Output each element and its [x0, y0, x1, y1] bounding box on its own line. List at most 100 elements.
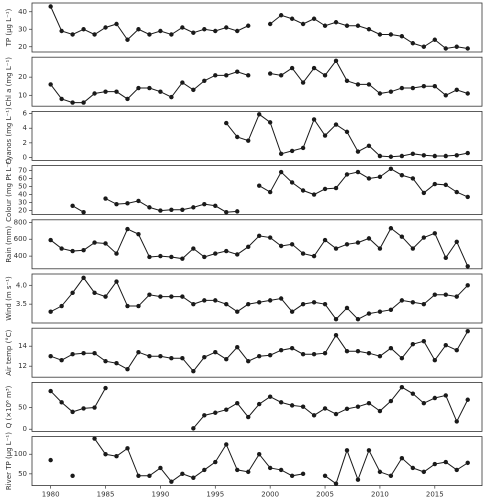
data-point: [125, 303, 130, 309]
y-tick-label: 30: [18, 25, 27, 33]
data-point: [399, 34, 405, 39]
y-axis-title: Q (×10⁶ m³): [5, 385, 13, 428]
data-point: [432, 461, 438, 467]
data-point: [70, 409, 75, 415]
data-point: [465, 150, 470, 156]
data-point: [191, 369, 196, 374]
data-point: [267, 71, 273, 76]
data-point: [377, 469, 383, 475]
data-point: [191, 475, 196, 480]
data-point: [103, 196, 108, 201]
data-point: [311, 253, 317, 259]
data-point: [421, 469, 427, 475]
data-point: [399, 298, 405, 303]
data-point: [333, 317, 339, 322]
data-point: [278, 13, 284, 18]
data-point: [191, 301, 196, 307]
data-point: [465, 194, 470, 200]
data-point: [235, 69, 240, 74]
data-point: [169, 356, 174, 361]
y-tick-label: 2: [23, 139, 27, 147]
data-point: [169, 479, 174, 484]
data-point: [454, 189, 459, 195]
series-line: [50, 276, 469, 321]
data-point: [443, 182, 448, 188]
data-point: [81, 248, 86, 253]
data-point: [289, 65, 295, 71]
data-point: [59, 358, 64, 363]
data-point: [136, 473, 141, 478]
data-point: [377, 153, 383, 159]
data-point: [158, 465, 163, 471]
data-point: [355, 477, 361, 482]
data-point: [454, 153, 459, 158]
data-point: [443, 292, 448, 297]
y-axis-title: River TP (µg L⁻¹): [5, 432, 13, 490]
y-tick-label: 20: [18, 43, 27, 51]
data-point: [114, 454, 119, 459]
data-point: [322, 473, 328, 478]
data-point: [421, 190, 427, 196]
data-point: [92, 436, 97, 441]
data-point: [136, 27, 141, 32]
data-point: [235, 467, 240, 473]
data-point: [59, 28, 64, 34]
data-point: [322, 406, 328, 411]
data-point: [191, 426, 196, 431]
data-point: [235, 252, 240, 257]
y-tick-label: 70: [18, 166, 27, 174]
data-point: [410, 300, 416, 305]
data-point: [355, 149, 361, 154]
panel-frame: [31, 273, 483, 324]
data-point: [300, 251, 306, 256]
data-point: [246, 301, 251, 307]
data-point: [333, 122, 339, 127]
data-point: [191, 246, 196, 251]
data-point: [388, 226, 394, 231]
data-point: [454, 44, 459, 49]
data-point: [169, 32, 174, 37]
data-point: [224, 73, 229, 78]
data-point: [432, 84, 438, 89]
data-point: [202, 27, 207, 32]
data-point: [70, 248, 75, 254]
data-point: [355, 82, 361, 87]
data-point: [48, 457, 53, 463]
data-point: [454, 239, 459, 244]
data-point: [136, 85, 141, 91]
data-point: [81, 27, 86, 32]
data-point: [136, 350, 141, 355]
data-point: [81, 209, 86, 215]
data-point: [410, 246, 416, 251]
y-axis-title: Air temp (°C): [5, 329, 13, 375]
series-line: [258, 168, 468, 198]
data-point: [267, 394, 273, 399]
x-tick-label: 2005: [316, 491, 334, 499]
data-point: [443, 459, 448, 465]
data-point: [443, 93, 448, 98]
data-point: [158, 28, 163, 34]
data-point: [366, 401, 372, 406]
data-point: [399, 356, 405, 361]
data-point: [289, 473, 295, 478]
data-point: [443, 393, 448, 398]
data-point: [158, 253, 163, 259]
data-point: [202, 355, 207, 360]
x-tick-label: 2015: [426, 491, 444, 499]
data-point: [377, 174, 383, 180]
data-point: [235, 134, 240, 140]
data-point: [92, 240, 97, 245]
data-point: [333, 411, 339, 417]
data-point: [289, 346, 295, 351]
data-point: [180, 294, 185, 299]
data-point: [278, 467, 284, 473]
data-point: [48, 309, 53, 314]
data-point: [125, 226, 130, 232]
y-tick-label: 20: [18, 207, 27, 215]
data-point: [322, 73, 328, 78]
data-point: [180, 256, 185, 261]
data-point: [125, 367, 130, 372]
data-point: [311, 65, 317, 71]
data-point: [180, 80, 185, 85]
data-point: [454, 348, 459, 353]
